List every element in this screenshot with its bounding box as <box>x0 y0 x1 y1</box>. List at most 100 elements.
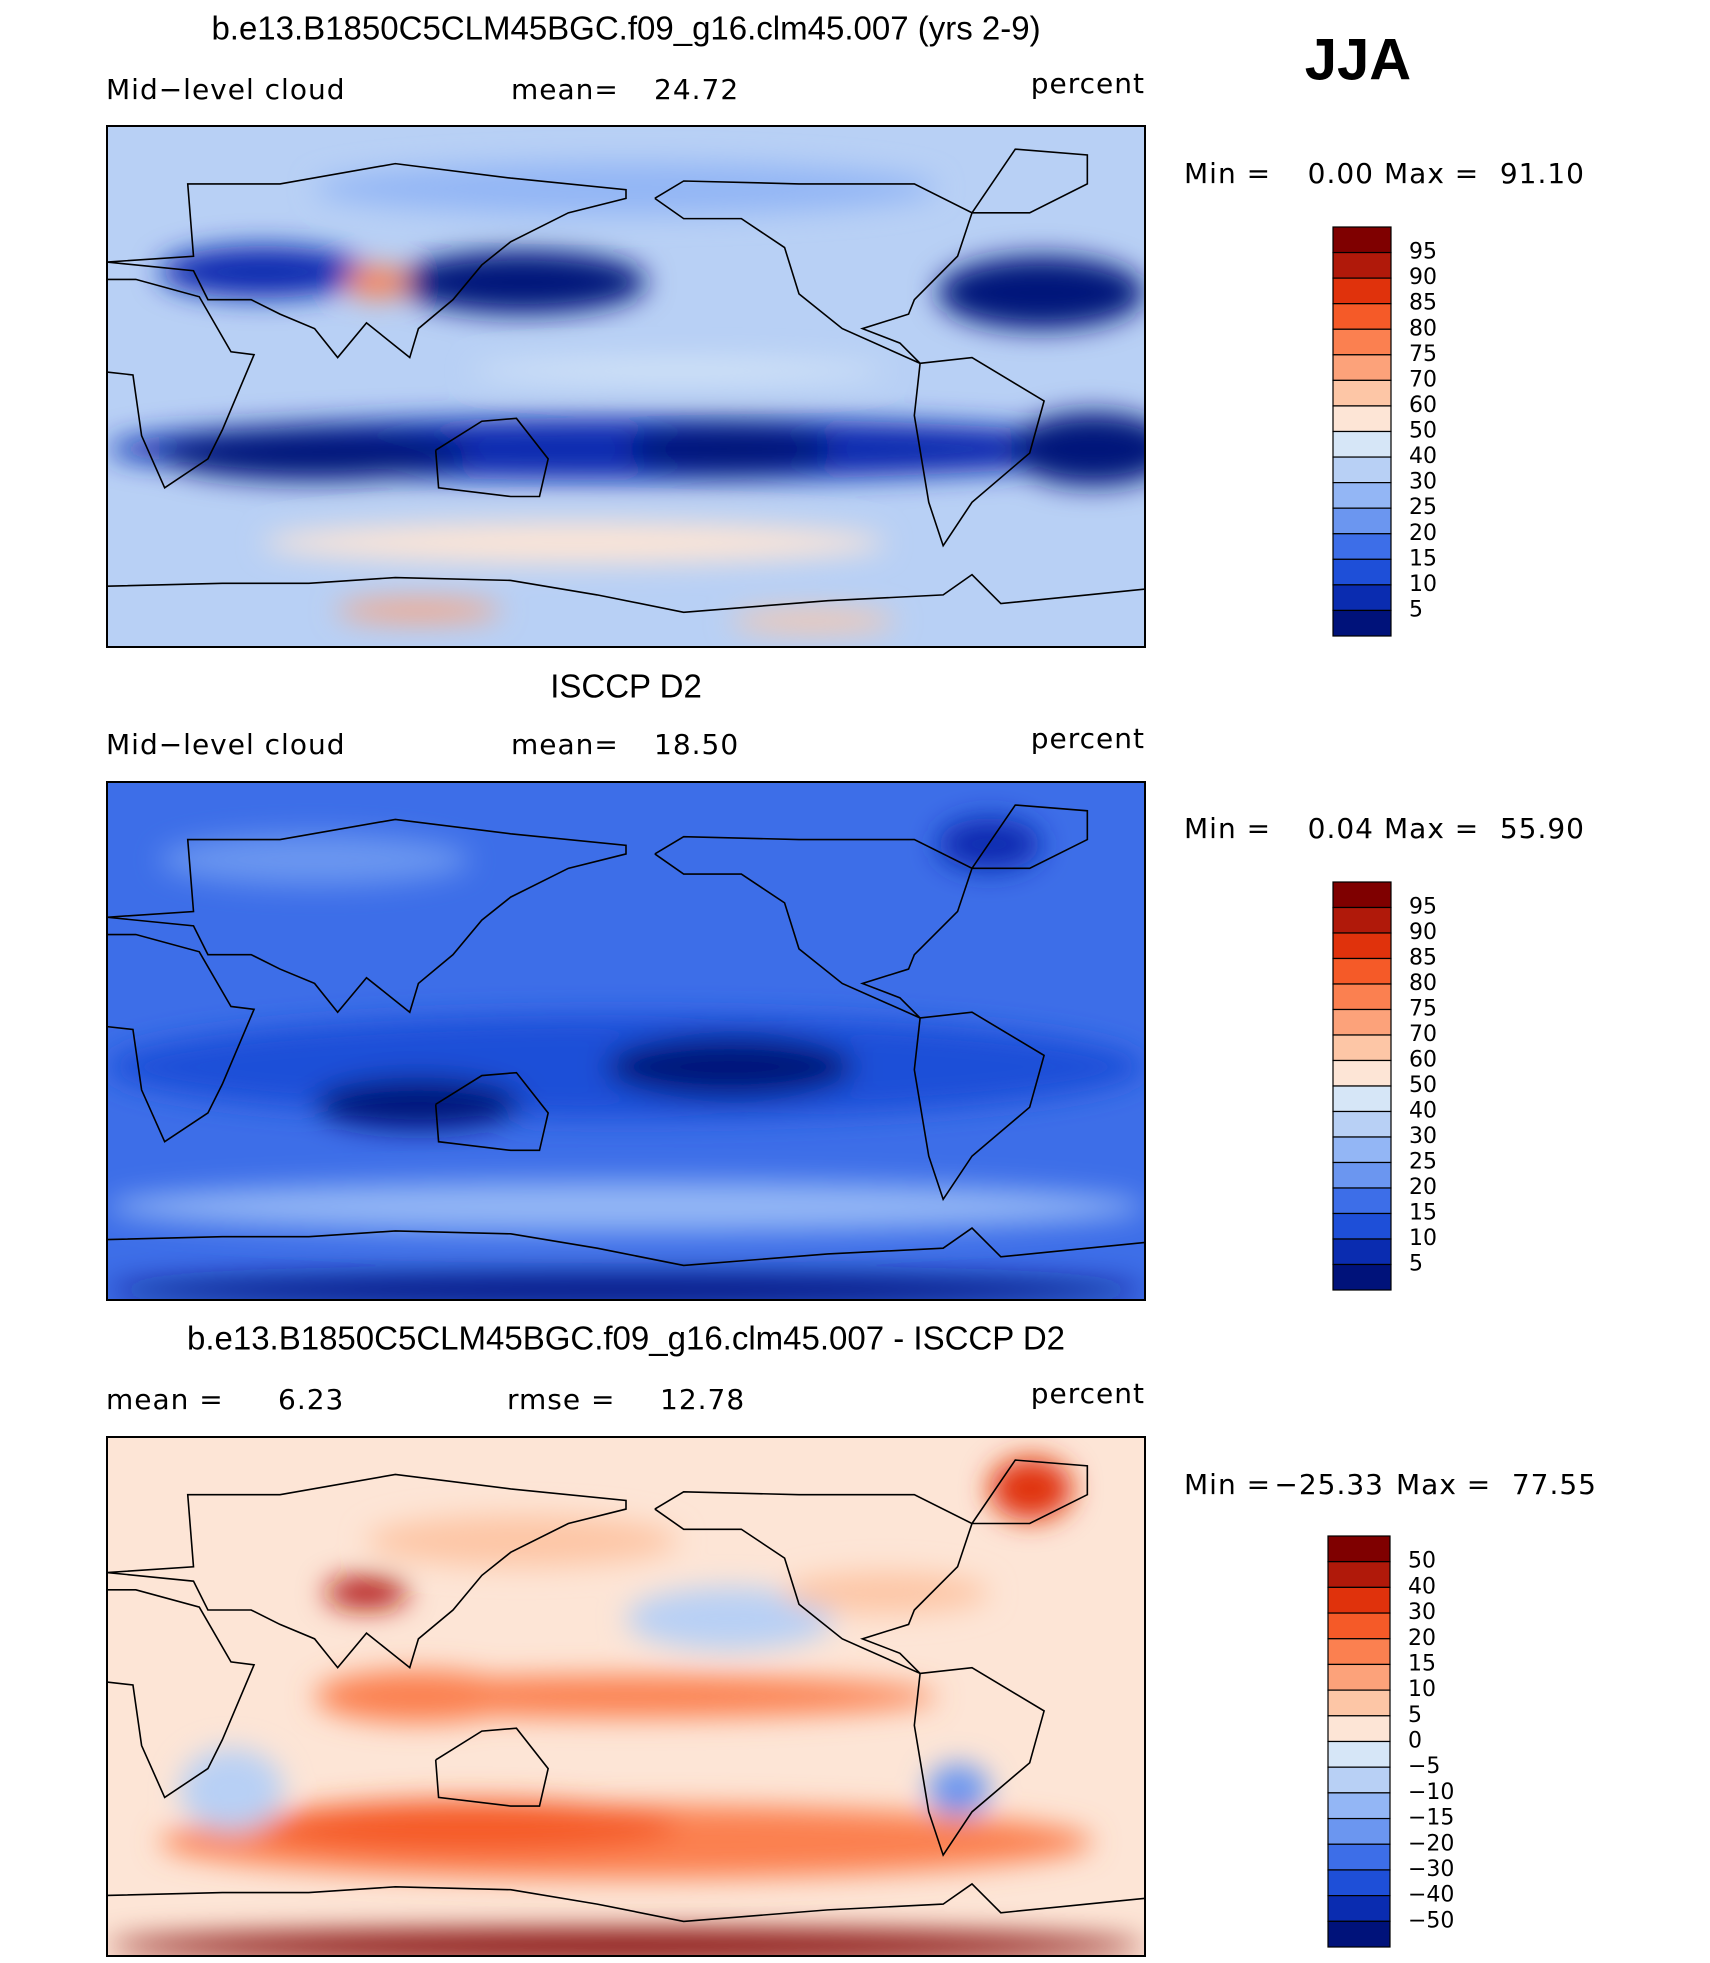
min-label: Min = <box>1184 157 1271 190</box>
map-frame <box>106 1436 1146 1957</box>
max-label: Max = <box>1384 812 1479 845</box>
colorbar-swatch <box>1327 1689 1391 1717</box>
colorbar-label: 75 <box>1409 997 1437 1022</box>
coastline <box>913 1011 1046 1202</box>
panel-label: mean= <box>511 728 619 761</box>
field-patch <box>781 1571 990 1614</box>
colorbar-swatch <box>1332 456 1392 484</box>
field-patch <box>158 245 367 298</box>
colorbar-swatch <box>1332 558 1392 586</box>
colorbar-label: 40 <box>1409 444 1437 469</box>
colorbar-label: 80 <box>1409 971 1437 996</box>
colorbar-swatch <box>1332 1008 1392 1036</box>
colorbar-label: 20 <box>1408 1626 1436 1651</box>
coastline <box>107 818 627 1014</box>
colorbar-swatch <box>1332 482 1392 509</box>
panel-label: 12.78 <box>660 1383 745 1416</box>
min-value: −25.33 <box>1274 1468 1384 1501</box>
colorbar-label: 30 <box>1408 1600 1436 1625</box>
colorbar-label: −40 <box>1408 1883 1454 1908</box>
colorbar-swatch <box>1327 1920 1391 1948</box>
colorbar-swatch <box>1332 881 1392 909</box>
min-label: Min = <box>1184 1468 1271 1501</box>
panel-label: 18.50 <box>654 728 739 761</box>
coastline <box>107 933 256 1143</box>
colorbar-swatch <box>1332 983 1392 1011</box>
colorbar-label: 75 <box>1409 342 1437 367</box>
colorbar-label: 10 <box>1409 1226 1437 1251</box>
colorbar-swatch <box>1327 1586 1391 1614</box>
colorbar-swatch <box>1327 1792 1391 1820</box>
field-patch <box>314 1670 523 1723</box>
max-value: 55.90 <box>1500 812 1585 845</box>
map-frame <box>106 781 1146 1301</box>
panel-label: 24.72 <box>654 73 739 106</box>
colorbar-swatch <box>1327 1715 1391 1743</box>
field-patch <box>989 1457 1073 1521</box>
panel-label: 6.23 <box>278 1383 344 1416</box>
panel-label: mean = <box>106 1383 224 1416</box>
min-value: 0.00 <box>1308 157 1374 190</box>
colorbar-label: 50 <box>1408 1549 1436 1574</box>
colorbar-swatch <box>1327 1869 1391 1897</box>
field-patch <box>397 251 647 314</box>
colorbar-swatch <box>1332 1136 1392 1164</box>
colorbar-label: 70 <box>1409 1022 1437 1047</box>
colorbar-label: 90 <box>1409 265 1437 290</box>
colorbar-label: 40 <box>1409 1099 1437 1124</box>
colorbar-swatch <box>1332 1238 1392 1266</box>
coastline <box>107 1227 1145 1267</box>
colorbar-swatch <box>1332 1059 1392 1087</box>
colorbar-swatch <box>1327 1766 1391 1794</box>
field-patch <box>345 266 409 298</box>
coastline <box>971 804 1089 870</box>
colorbar-label: 85 <box>1409 946 1437 971</box>
colorbar-label: 50 <box>1409 1073 1437 1098</box>
map-field <box>107 1457 1145 1956</box>
coastline <box>913 1666 1046 1857</box>
colorbar-swatch <box>1332 303 1392 330</box>
colorbar-label: 0 <box>1408 1729 1422 1754</box>
colorbar-label: 40 <box>1408 1574 1436 1599</box>
max-value: 91.10 <box>1500 157 1585 190</box>
colorbar-label: 70 <box>1409 367 1437 392</box>
field-patch <box>626 1587 834 1650</box>
colorbar-label: 85 <box>1409 291 1437 316</box>
colorbar-label: 95 <box>1409 240 1437 265</box>
field-patch <box>314 162 938 215</box>
colorbar-label: −10 <box>1408 1780 1454 1805</box>
colorbar-swatch <box>1327 1612 1391 1640</box>
coastline <box>434 417 550 498</box>
colorbar-label: 25 <box>1409 495 1437 520</box>
colorbar-swatch <box>1332 1085 1392 1113</box>
coastline <box>434 1727 550 1807</box>
colorbar-swatch <box>1332 430 1392 458</box>
map-field <box>107 818 1145 1300</box>
units-label: percent <box>1031 1377 1145 1410</box>
coastline <box>654 835 973 1019</box>
colorbar-label: 15 <box>1409 1201 1437 1226</box>
coastline <box>107 1473 627 1670</box>
colorbar-swatch <box>1332 957 1392 985</box>
colorbar-label: 15 <box>1408 1651 1436 1676</box>
coastline <box>434 1071 550 1152</box>
colorbar-label: −5 <box>1408 1754 1440 1779</box>
panel-title: b.e13.B1850C5CLM45BGC.f09_g16.clm45.007 … <box>211 10 1040 47</box>
colorbar-swatch <box>1332 1034 1392 1062</box>
colorbar-swatch <box>1327 1895 1391 1922</box>
colorbar-label: 30 <box>1409 1124 1437 1149</box>
field-patch <box>262 521 886 564</box>
colorbar-swatch <box>1332 584 1392 612</box>
field-patch <box>366 1514 678 1567</box>
colorbar-label: 5 <box>1409 597 1423 622</box>
colorbar-swatch <box>1332 1212 1392 1240</box>
units-label: percent <box>1031 722 1145 755</box>
coastline <box>107 162 627 359</box>
colorbar-swatch <box>1327 1843 1391 1871</box>
field-patch <box>324 1577 409 1609</box>
field-patch <box>179 1748 284 1832</box>
colorbar-label: 80 <box>1409 316 1437 341</box>
colorbar-swatch <box>1327 1535 1391 1563</box>
coastline <box>654 180 973 365</box>
map-field <box>107 162 1145 632</box>
